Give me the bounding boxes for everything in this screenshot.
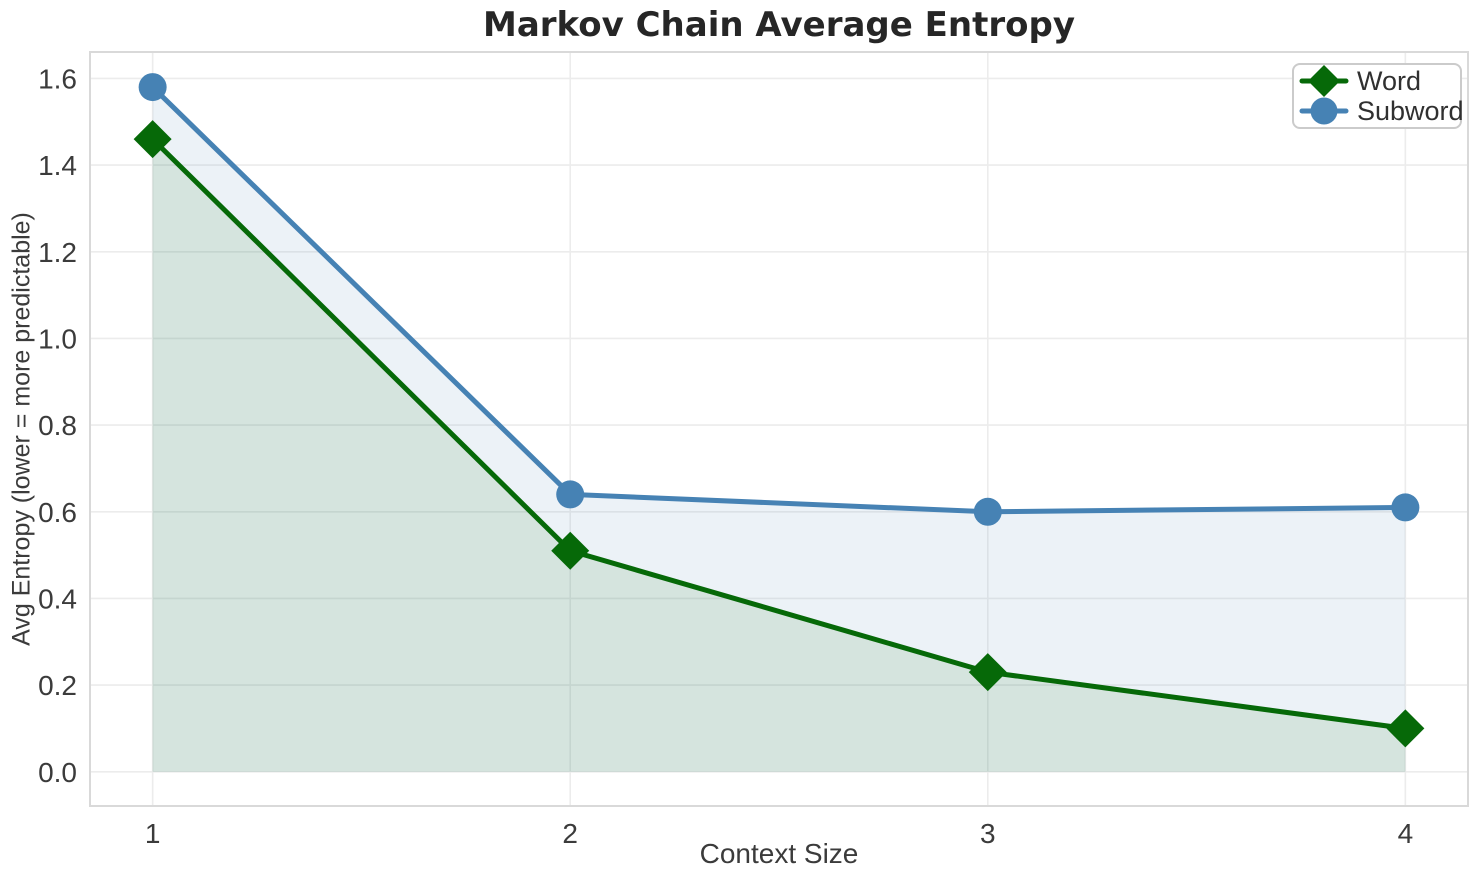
word-marker [968,653,1007,692]
word-area [152,139,1406,772]
y-tick-label: 1.4 [38,150,77,181]
legend-label-subword: Subword [1357,96,1464,126]
subword-marker [1391,493,1420,522]
y-tick-label: 1.0 [38,323,77,354]
x-tick-label: 3 [980,818,996,849]
subword-marker [556,480,585,509]
y-tick-label: 1.6 [38,63,77,94]
y-tick-labels: 0.0 0.2 0.4 0.6 0.8 1.0 1.2 1.4 1.6 [38,63,77,787]
gridlines [90,52,1468,806]
plot-border [89,51,1469,807]
subword-line [150,84,1408,515]
y-tick-label: 0.2 [38,670,77,701]
legend: Word Subword [1292,63,1464,129]
subword-marker [973,497,1002,526]
axes-frame [89,51,1469,807]
y-axis-label: Avg Entropy (lower = more predictable) [7,212,36,646]
chart-title: Markov Chain Average Entropy [483,5,1075,45]
x-tick-labels: 1 2 3 4 [145,818,1413,849]
y-tick-label: 1.2 [38,237,77,268]
word-diamond-icon [1299,65,1349,97]
word-line [150,136,1408,731]
word-marker [133,120,172,159]
y-tick-label: 0.8 [38,410,77,441]
legend-item-word: Word [1299,65,1452,97]
series-markers [133,73,1425,748]
series-lines [150,84,1408,731]
subword-area [152,87,1406,772]
y-tick-label: 0.6 [38,497,77,528]
x-axis-label: Context Size [699,838,859,869]
word-marker [1386,709,1425,748]
subword-circle-icon [1299,97,1349,125]
word-marker [551,531,590,570]
legend-item-subword: Subword [1299,96,1464,126]
y-tick-label: 0.0 [38,757,77,788]
x-tick-label: 1 [145,818,161,849]
x-tick-label: 4 [1398,818,1414,849]
x-tick-label: 2 [562,818,578,849]
series-areas [152,87,1406,772]
subword-marker [138,73,167,102]
legend-label-word: Word [1357,66,1422,96]
y-tick-label: 0.4 [38,583,77,614]
